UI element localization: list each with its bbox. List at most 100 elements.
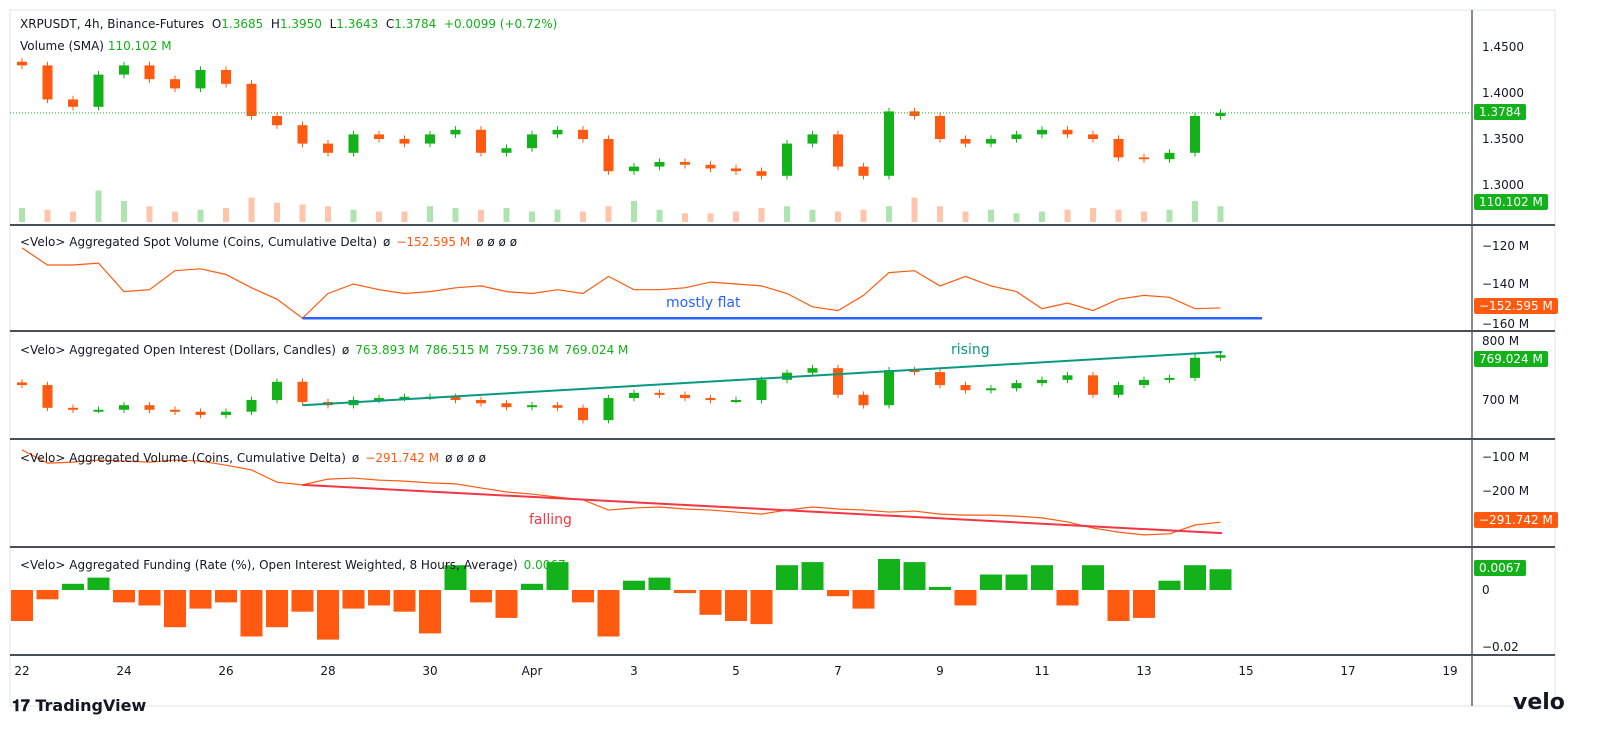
funding-bar bbox=[1031, 565, 1053, 590]
funding-bar bbox=[36, 590, 59, 600]
oi-candle bbox=[960, 385, 971, 391]
funding-bar bbox=[87, 577, 110, 590]
time-tick: 28 bbox=[320, 664, 336, 678]
tradingview-logo[interactable]: 𝟏𝟕 TradingView bbox=[12, 696, 146, 716]
funding-badge: 0.0067 bbox=[1474, 560, 1526, 576]
price-candle bbox=[374, 134, 384, 139]
funding-bar bbox=[929, 586, 951, 590]
time-tick: 9 bbox=[936, 664, 944, 678]
open-value: 1.3685 bbox=[221, 17, 264, 31]
spot-tick: −120 M bbox=[1482, 239, 1530, 253]
volume-bar bbox=[937, 206, 943, 222]
null-value: ø bbox=[351, 451, 360, 465]
price-candle bbox=[170, 79, 180, 89]
funding-bar bbox=[1005, 574, 1028, 590]
funding-bar bbox=[266, 590, 288, 628]
volume-bar bbox=[529, 211, 535, 222]
oi-candle bbox=[221, 411, 231, 415]
funding-bar bbox=[776, 565, 798, 590]
price-candle bbox=[1164, 152, 1175, 160]
null-value: ø bbox=[341, 343, 350, 357]
price-tick: 1.3500 bbox=[1482, 132, 1524, 146]
velo-logo: velo bbox=[1513, 690, 1565, 715]
oi-close: 769.024 M bbox=[564, 343, 629, 357]
oi-candle bbox=[374, 398, 384, 401]
volume-bar bbox=[605, 206, 612, 222]
oi-candle bbox=[527, 405, 537, 408]
price-tick: 1.3000 bbox=[1482, 178, 1524, 192]
oi-candle bbox=[501, 403, 512, 408]
cvd-title: <Velo> Aggregated Volume (Coins, Cumulat… bbox=[20, 451, 346, 465]
volume-bar bbox=[580, 211, 586, 222]
oi-candle bbox=[476, 400, 486, 404]
price-candle bbox=[1113, 139, 1124, 158]
volume-bar bbox=[1166, 209, 1173, 222]
price-candle bbox=[782, 143, 792, 176]
volume-bar bbox=[478, 209, 484, 222]
oi-candle bbox=[858, 394, 869, 406]
high-label: H bbox=[270, 17, 280, 31]
open-label: O bbox=[211, 17, 222, 31]
volume-bar bbox=[988, 209, 994, 222]
oi-candle bbox=[42, 385, 53, 408]
oi-candle bbox=[629, 392, 639, 399]
volume-bar bbox=[325, 206, 331, 222]
price-candle bbox=[629, 166, 639, 172]
oi-candle bbox=[297, 381, 308, 402]
oi-badge: 769.024 M bbox=[1474, 351, 1548, 367]
funding-tick: −0.02 bbox=[1482, 640, 1519, 654]
time-tick: 19 bbox=[1442, 664, 1458, 678]
oi-candle bbox=[1062, 375, 1073, 380]
funding-bar bbox=[291, 590, 314, 612]
volume-bar bbox=[172, 211, 178, 222]
volume-bar bbox=[707, 213, 714, 222]
price-candle bbox=[348, 134, 359, 153]
price-candle bbox=[909, 111, 920, 116]
funding-bar bbox=[215, 590, 237, 603]
funding-bar bbox=[470, 590, 492, 603]
price-candle bbox=[1139, 157, 1149, 160]
price-candle bbox=[17, 61, 27, 66]
oi-candle bbox=[272, 381, 282, 400]
volume-bar bbox=[1192, 201, 1198, 222]
oi-candle bbox=[1164, 377, 1175, 380]
funding-bar bbox=[521, 583, 543, 590]
oi-candle bbox=[578, 407, 588, 421]
volume-bar bbox=[452, 208, 459, 222]
volume-bar bbox=[401, 211, 408, 222]
price-candle bbox=[399, 139, 410, 144]
funding-bar bbox=[750, 590, 773, 625]
price-candle bbox=[450, 129, 461, 135]
spot-cvd-title: <Velo> Aggregated Spot Volume (Coins, Cu… bbox=[20, 235, 378, 249]
volume-bar bbox=[1217, 206, 1224, 222]
funding-tick: 0 bbox=[1482, 583, 1490, 597]
funding-bar bbox=[980, 574, 1002, 590]
spot-tick: −160 M bbox=[1482, 317, 1530, 331]
price-candle bbox=[42, 65, 53, 100]
oi-candle bbox=[93, 409, 104, 412]
funding-bar bbox=[138, 590, 161, 606]
oi-candle bbox=[1088, 375, 1098, 395]
funding-value: 0.0067 bbox=[523, 558, 566, 572]
funding-bar bbox=[954, 590, 977, 606]
funding-bar bbox=[546, 562, 569, 590]
cvd-line bbox=[21, 449, 1221, 536]
volume-bar bbox=[1064, 209, 1071, 222]
price-candle bbox=[858, 166, 869, 176]
funding-bar bbox=[597, 590, 620, 637]
price-candle bbox=[297, 125, 308, 144]
null-value: ø bbox=[383, 235, 391, 249]
volume-bar bbox=[1141, 211, 1147, 222]
spot-cvd-line bbox=[21, 247, 1221, 319]
funding-bar bbox=[623, 580, 645, 590]
price-candle bbox=[68, 99, 78, 107]
change-value: +0.0099 (+0.72%) bbox=[443, 17, 558, 31]
volume-bar bbox=[886, 206, 892, 222]
volume-label: Volume (SMA) bbox=[20, 39, 104, 53]
volume-bar bbox=[733, 211, 739, 222]
funding-bar bbox=[113, 590, 135, 603]
volume-bar bbox=[758, 208, 765, 222]
oi-candle bbox=[170, 409, 180, 412]
